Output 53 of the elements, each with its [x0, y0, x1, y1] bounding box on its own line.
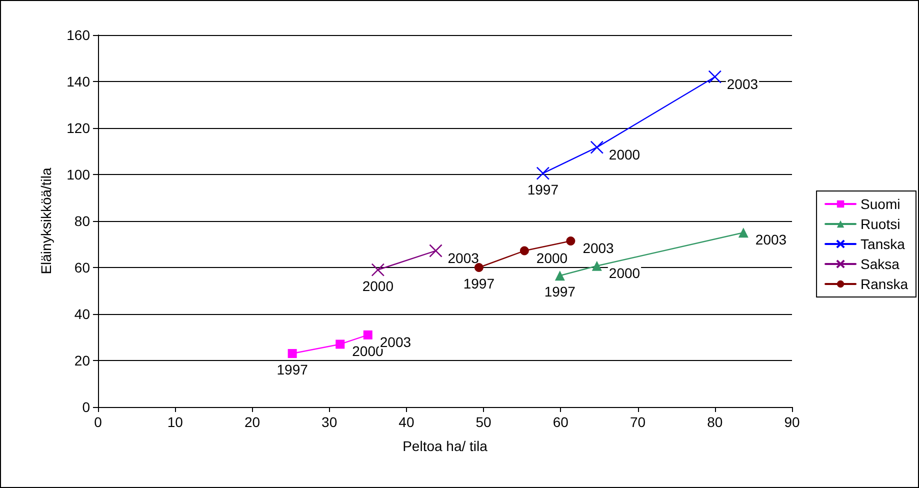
annotation: 1997 [463, 276, 495, 292]
x-axis-title: Peltoa ha/ tila [402, 438, 488, 454]
point [566, 236, 576, 246]
annotation: 1997 [276, 362, 308, 378]
x-tick-label: 20 [244, 414, 260, 430]
annotation: 2003 [726, 76, 758, 92]
y-tick-label: 60 [74, 260, 90, 276]
point [592, 260, 602, 271]
x-tick-label: 80 [707, 414, 723, 430]
annotation: 2000 [608, 264, 640, 281]
y-axis-title: Eläinyksikköä/tila [38, 167, 54, 274]
point [429, 244, 442, 258]
x-tick-label: 90 [784, 414, 800, 430]
point [363, 330, 372, 340]
annotation: 2003 [380, 334, 412, 350]
x-tick-label: 10 [167, 414, 184, 430]
point [288, 349, 297, 358]
y-tick-label: 140 [66, 74, 90, 90]
annotation: 2003 [448, 250, 480, 266]
y-tick-label: 120 [66, 120, 90, 136]
annotation: 1997 [527, 181, 559, 198]
point [554, 270, 565, 281]
x-tick-label: 70 [630, 414, 646, 430]
x-tick-label: 0 [94, 414, 102, 430]
point [371, 263, 385, 276]
annotation: 2000 [536, 250, 568, 266]
point [520, 246, 529, 256]
legend-label: Ranska [860, 276, 908, 292]
y-tick-label: 20 [74, 352, 90, 368]
annotation: 2000 [362, 278, 394, 294]
point [474, 263, 484, 272]
x-tick-label: 40 [398, 414, 414, 430]
y-tick-label: 80 [74, 213, 90, 229]
annotation: 2000 [608, 146, 640, 162]
y-tick-label: 0 [82, 399, 90, 415]
point [738, 228, 748, 238]
x-tick-label: 60 [552, 414, 569, 430]
legend-label: Ruotsi [860, 216, 900, 232]
x-tick-label: 30 [322, 414, 338, 430]
y-tick-label: 160 [66, 27, 90, 43]
point [708, 70, 722, 84]
point [336, 340, 345, 349]
y-tick-label: 40 [74, 306, 90, 322]
y-tick-label: 100 [66, 166, 90, 182]
point [590, 140, 604, 154]
legend-label: Saksa [860, 256, 900, 272]
point [536, 166, 550, 180]
annotation: 2003 [582, 240, 614, 256]
annotation: 1997 [544, 284, 576, 300]
legend-label: Tanska [860, 236, 906, 252]
annotation: 2003 [755, 232, 787, 248]
x-tick-label: 50 [476, 414, 492, 430]
legend-label: Suomi [860, 196, 900, 212]
